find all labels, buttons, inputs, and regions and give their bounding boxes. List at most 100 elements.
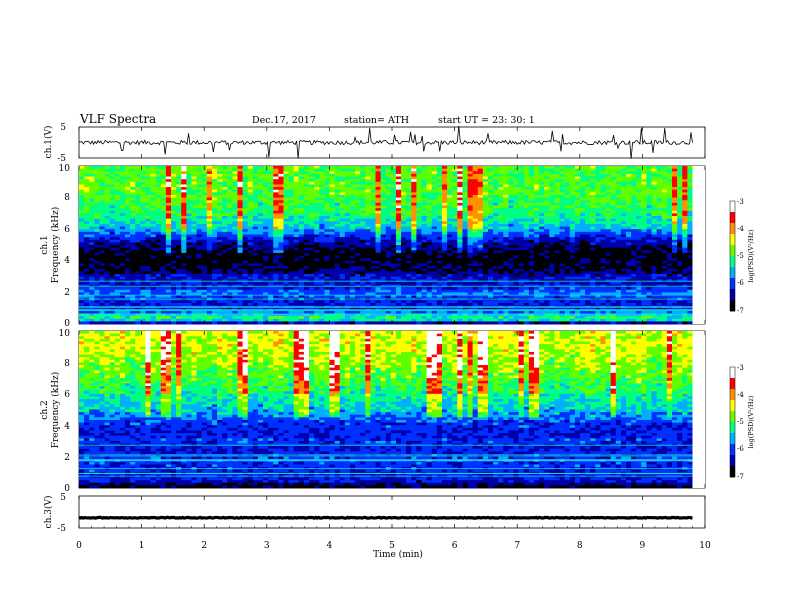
spectrogram-cell [472,239,479,243]
spectrogram-cell [268,242,274,246]
spectrogram-cell [395,197,402,201]
spectrogram-cell [314,173,320,177]
spectrogram-cell [441,247,448,251]
spectrogram-cell [155,194,162,198]
spectrogram-cell [79,302,85,306]
spectrogram-cell [344,202,351,206]
spectrogram-cell [227,295,233,299]
spectrogram-cell [191,168,197,172]
spectrogram-cell [145,292,151,296]
spectrogram-cell [84,295,90,299]
spectrogram-cell [176,171,182,175]
spectrogram-cell [252,205,259,209]
spectrogram-cell [416,255,422,259]
spectrogram-cell [84,271,90,275]
spectrogram-cell [355,292,361,296]
spectrogram-cell [329,221,336,225]
spectrogram-cell [416,281,422,285]
spectrogram-cell [472,266,479,270]
spectrogram-cell [206,260,213,264]
spectrogram-cell [314,166,320,170]
spectrogram-cell [406,181,412,185]
spectrogram-cell [498,252,504,256]
spectrogram-cell [309,295,315,299]
spectrogram-cell [186,237,192,241]
spectrogram-cell [390,181,397,185]
spectrogram-cell [319,166,325,170]
spectrogram-cell [436,208,443,212]
spectrogram-cell [155,229,162,233]
spectrogram-cell [109,221,116,225]
spectrogram-cell [447,189,453,193]
spectrogram-cell [319,221,325,225]
spectrogram-cell [140,173,146,177]
spectrogram-cell [79,237,85,241]
spectrogram-cell [84,263,90,267]
spectrogram-cell [421,202,428,206]
spectrogram-cell [457,300,463,304]
spectrogram-cell [349,281,356,285]
spectrogram-cell [196,181,203,185]
spectrogram-cell [472,181,479,185]
spectrogram-cell [375,179,382,183]
spectrogram-cell [385,273,392,277]
spectrogram-cell [268,276,274,280]
spectrogram-cell [380,173,387,177]
spectrogram-cell [477,279,484,283]
spectrogram-cell [370,173,376,177]
spectrogram-cell [452,295,458,299]
spectrogram-cell [482,181,489,185]
spectrogram-cell [309,302,315,306]
spectrogram-cell [406,252,412,256]
spectrogram-cell [130,168,136,172]
spectrogram-cell [150,242,157,246]
spectrogram-cell [119,310,126,314]
spectrogram-cell [165,202,172,206]
spectrogram-cell [477,242,484,246]
spectrogram-cell [421,197,428,201]
spectrogram-cell [109,200,116,204]
spectrogram-cell [334,258,341,262]
spectrogram-cell [477,245,484,249]
spectrogram-cell [447,208,453,212]
spectrogram-cell [375,302,382,306]
spectrogram-cell [119,300,126,304]
spectrogram-cell [349,316,356,320]
spectrogram-cell [176,292,182,296]
spectrogram-cell [232,321,238,325]
spectrogram-cell [94,205,100,209]
spectrogram-cell [441,266,448,270]
spectrogram-cell [395,273,402,277]
spectrogram-cell [263,189,269,193]
spectrogram-cell [222,292,228,296]
spectrogram-cell [344,218,351,222]
spectrogram-cell [211,205,218,209]
spectrogram-cell [237,192,243,196]
spectrogram-cell [293,221,300,225]
spectrogram-cell [135,229,141,233]
spectrogram-cell [273,255,279,259]
spectrogram-cell [247,310,254,314]
spectrogram-cell [114,181,121,185]
spectrogram-cell [385,318,392,322]
spectrogram-cell [421,300,428,304]
spectrogram-cell [99,187,105,191]
spectrogram-cell [119,210,126,214]
spectrogram-cell [457,266,463,270]
spectrogram-cell [160,260,167,264]
spectrogram-cell [79,242,85,246]
spectrogram-cell [482,200,489,204]
spectrogram-cell [360,258,366,262]
spectrogram-cell [493,221,499,225]
spectrogram-cell [349,208,356,212]
spectrogram-cell [370,202,376,206]
spectrogram-cell [426,247,433,251]
spectrogram-cell [309,237,315,241]
spectrogram-cell [421,181,428,185]
spectrogram-cell [309,279,315,283]
ch1-spectrogram-image [79,166,705,325]
spectrogram-cell [247,289,254,293]
spectrogram-cell [431,292,438,296]
spectrogram-cell [222,229,228,233]
spectrogram-cell [303,260,310,264]
